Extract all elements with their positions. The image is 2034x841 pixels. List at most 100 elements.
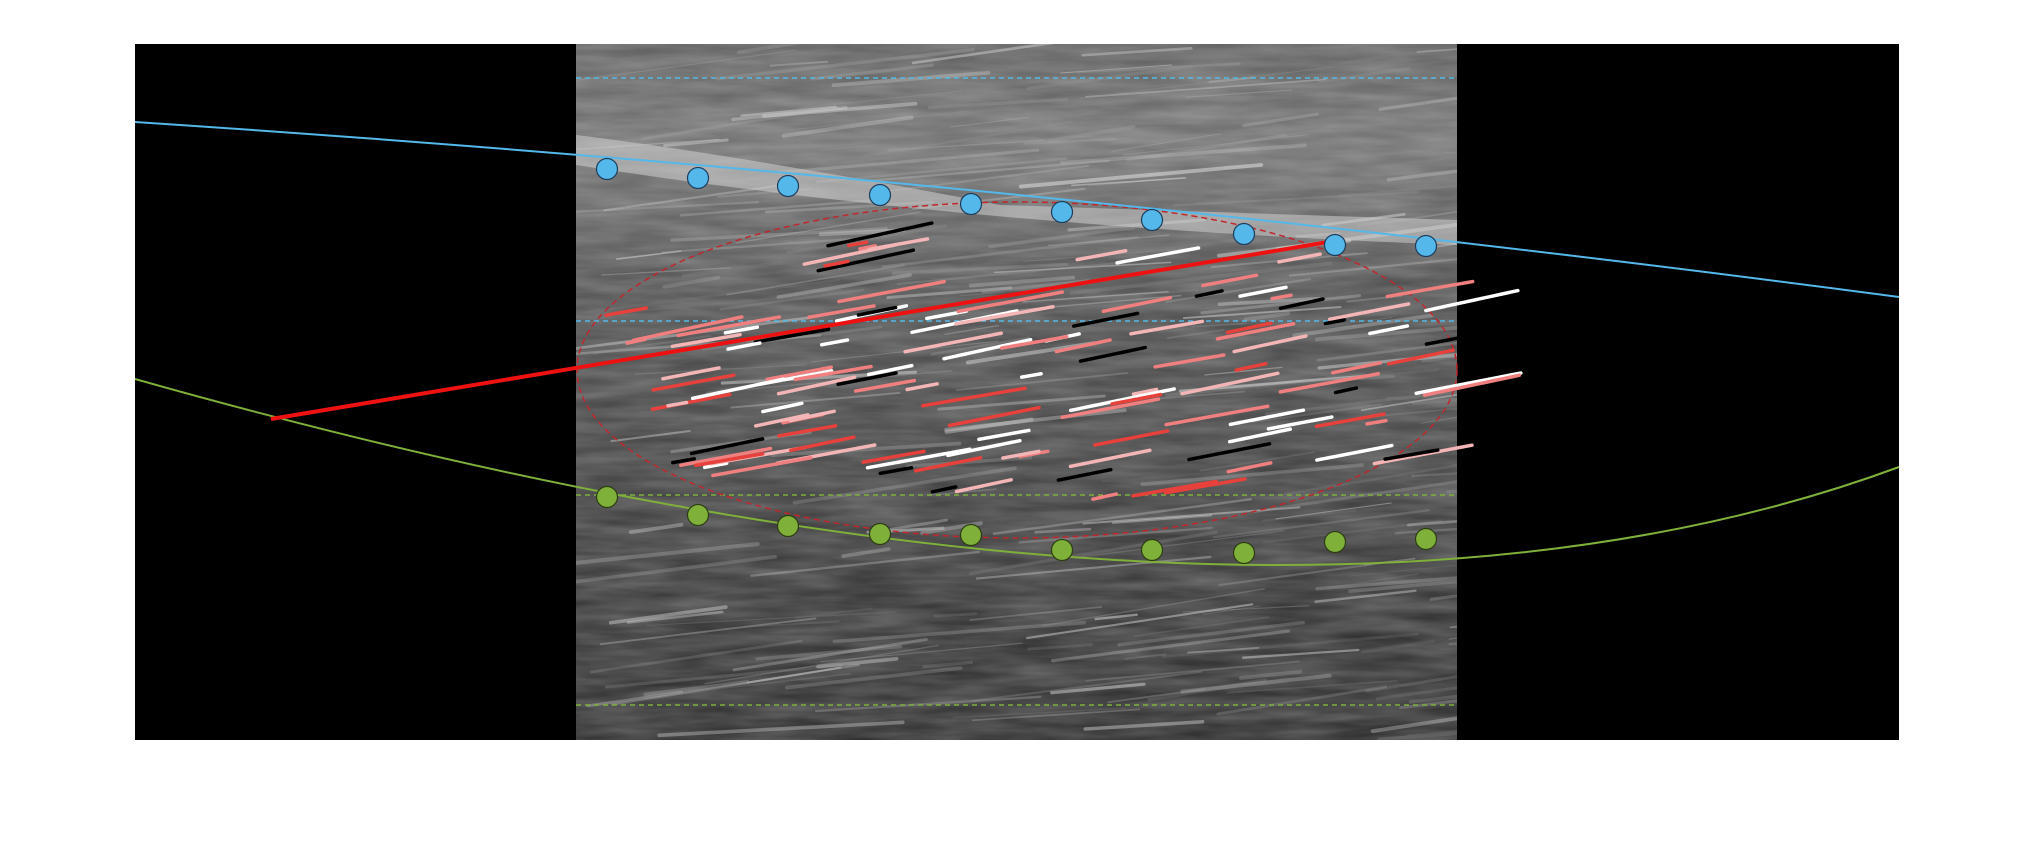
texture-streak [1410,472,1457,478]
fascicle-segment [1333,386,1359,395]
fascicle-segment [1215,322,1296,341]
texture-streak [975,555,1212,580]
texture-streak [1085,660,1300,682]
texture-streak [1182,605,1310,613]
texture-streak [1054,101,1124,109]
texture-streak [820,642,1023,663]
texture-streak [1083,719,1205,731]
texture-streak [816,157,1068,184]
fascicle-segment [853,378,917,393]
texture-streak [1082,506,1301,525]
fascicle-segment [1424,288,1520,313]
texture-streak [1212,509,1430,539]
texture-streak [1275,502,1392,520]
texture-streak [776,148,1040,175]
fascicle-segment [847,240,869,248]
texture-streak [988,225,1136,249]
fascicle-segment [865,447,972,470]
lower-aponeurosis-point [868,522,892,546]
texture-streak [1429,594,1457,601]
texture-streak [1191,322,1246,328]
texture-streak [781,115,914,138]
texture-streak [787,111,966,131]
texture-streak [1094,613,1139,621]
texture-streak [1204,366,1283,376]
texture-streak [1182,306,1342,319]
fascicle-segment [1164,404,1270,427]
texture-streak [1069,261,1333,295]
texture-streak [974,107,1048,118]
texture-streak [1046,124,1136,143]
texture-streak [1101,470,1233,483]
texture-streak [1406,520,1457,527]
texture-streak [679,198,886,217]
texture-streak [732,637,928,672]
lower-aponeurosis-fit [134,378,1900,566]
fascicle-segment [670,332,742,349]
texture-streak [576,49,797,81]
fascicle-segment [1056,467,1114,482]
fascicle-segment [826,221,934,248]
texture-streak [1076,62,1241,74]
fascicle-segment [1068,448,1152,469]
fascicle-segment [1232,334,1308,354]
lower-aponeurosis-point [1140,538,1164,562]
texture-streak [1059,143,1307,165]
upper-aponeurosis-point [1414,234,1438,258]
fascicle-segment [726,341,762,351]
fascicle-segment [661,366,721,381]
texture-streak [1386,211,1457,224]
texture-streak [911,44,1055,65]
texture-streak [1111,514,1213,524]
texture-streak [608,605,728,625]
fascicle-segment [671,457,696,465]
fascicle-segment [856,305,898,317]
texture-streak [952,707,1127,719]
texture-streak [891,262,1069,275]
texture-streak [1317,66,1411,84]
texture-streak [1071,177,1187,187]
fascicle-segment [999,334,1070,350]
fascicle-segment [1383,448,1440,461]
texture-streak [955,372,1129,391]
fascicle-segment [689,437,765,456]
fascicle-segment [711,455,813,478]
texture-streak [601,267,732,276]
texture-streak [887,518,949,532]
texture-streak [786,224,947,254]
fascicle-segment [1368,324,1410,336]
texture-streak [1360,639,1435,654]
lower-aponeurosis-point [1323,530,1347,554]
fascicle-segment [1328,302,1411,321]
fascicle-segment [1071,311,1140,328]
lower-aponeurosis-point [686,503,710,527]
texture-streak [832,620,1087,644]
fascicle-segment [1278,297,1325,311]
texture-streak [1165,372,1366,398]
texture-streak [1034,527,1092,534]
fascicle-segment [1277,252,1322,264]
fascicle-segment [761,401,804,414]
texture-streak [944,408,1127,432]
texture-streak [944,324,1000,335]
upper-aponeurosis-point [1232,222,1256,246]
fascicle-segment [1180,371,1280,396]
fascicle-segment [1422,373,1522,397]
texture-streak [776,273,912,299]
texture-streak [1080,530,1285,558]
texture-streak [971,670,1202,702]
texture-streak [1218,562,1383,587]
texture-streak [576,554,778,584]
fascicle-segment [1075,248,1128,262]
fascicle-segment [867,237,930,252]
fascicle-segment [1001,449,1042,460]
fascicle-segment [903,331,1004,354]
texture-streak [742,620,840,628]
lower-aponeurosis-point [1050,538,1074,562]
texture-streak [810,63,934,81]
texture-streak [1088,44,1173,57]
texture-streak [599,195,647,204]
texture-streak [1147,678,1268,702]
fascicle-segment [789,435,856,453]
